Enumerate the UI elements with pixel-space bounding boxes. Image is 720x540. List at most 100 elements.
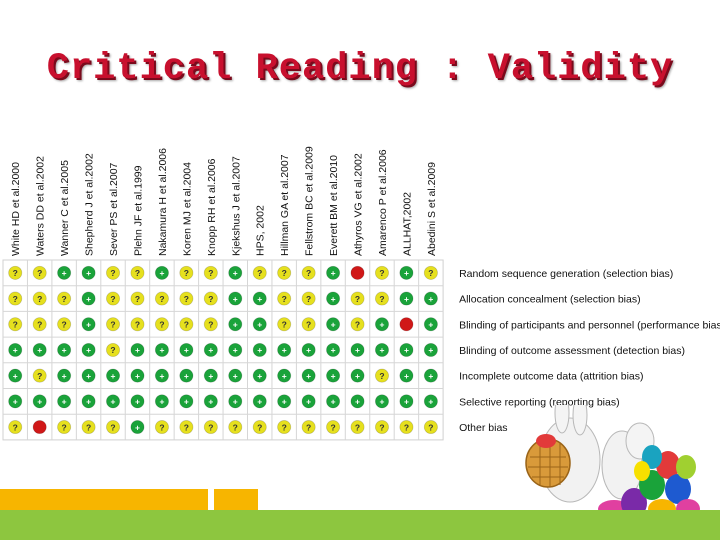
rating-low: + [154, 394, 169, 409]
svg-text:+: + [428, 294, 433, 304]
rating-unclear: ? [277, 291, 292, 306]
svg-text:?: ? [428, 422, 433, 432]
rating-unclear: ? [203, 265, 218, 280]
svg-text:?: ? [135, 319, 140, 329]
svg-text:?: ? [37, 268, 42, 278]
svg-text:+: + [404, 294, 409, 304]
svg-text:+: + [306, 345, 311, 355]
svg-text:+: + [86, 397, 91, 407]
rating-low: + [179, 342, 194, 357]
rating-unclear: ? [154, 420, 169, 435]
svg-text:?: ? [37, 319, 42, 329]
rating-low: + [423, 368, 438, 383]
rating-low: + [154, 342, 169, 357]
rating-low: + [130, 394, 145, 409]
rating-low: + [374, 394, 389, 409]
svg-text:+: + [233, 319, 238, 329]
study-label: Waters DD et al.2002 [35, 156, 47, 256]
rating-unclear: ? [374, 291, 389, 306]
svg-text:?: ? [159, 319, 164, 329]
rating-unclear: ? [350, 420, 365, 435]
svg-text:+: + [233, 397, 238, 407]
rating-low: + [252, 317, 267, 332]
svg-text:+: + [184, 345, 189, 355]
svg-text:?: ? [159, 294, 164, 304]
rating-low: + [350, 342, 365, 357]
rating-unclear: ? [130, 265, 145, 280]
rating-unclear: ? [32, 368, 47, 383]
rating-unclear: ? [179, 420, 194, 435]
study-label: Knopp RH et al.2006 [206, 158, 218, 256]
rating-low: + [81, 317, 96, 332]
rating-low: + [252, 342, 267, 357]
rating-unclear: ? [203, 291, 218, 306]
rating-unclear: ? [8, 317, 23, 332]
svg-text:+: + [428, 319, 433, 329]
svg-text:?: ? [110, 268, 115, 278]
rating-unclear: ? [57, 317, 72, 332]
rating-unclear: ? [32, 265, 47, 280]
rating-unclear: ? [57, 291, 72, 306]
rating-low: + [130, 342, 145, 357]
rating-unclear: ? [179, 291, 194, 306]
svg-text:?: ? [13, 422, 18, 432]
svg-text:+: + [37, 397, 42, 407]
svg-text:?: ? [257, 422, 262, 432]
svg-text:?: ? [184, 422, 189, 432]
rating-low: + [423, 394, 438, 409]
svg-text:?: ? [86, 422, 91, 432]
rating-unclear: ? [106, 291, 121, 306]
rating-unclear: ? [301, 265, 316, 280]
rating-low: + [130, 420, 145, 435]
svg-text:+: + [331, 294, 336, 304]
rating-unclear: ? [130, 317, 145, 332]
svg-text:+: + [282, 345, 287, 355]
rating-low: + [57, 368, 72, 383]
svg-text:?: ? [13, 319, 18, 329]
svg-text:?: ? [330, 422, 335, 432]
rating-unclear: ? [374, 368, 389, 383]
rating-low: + [326, 368, 341, 383]
svg-text:+: + [135, 422, 140, 432]
svg-text:+: + [86, 371, 91, 381]
study-label: White HD et al.2000 [10, 162, 22, 256]
svg-text:?: ? [13, 268, 18, 278]
svg-text:?: ? [428, 268, 433, 278]
rating-unclear: ? [252, 420, 267, 435]
rating-low: + [228, 394, 243, 409]
svg-text:?: ? [184, 319, 189, 329]
svg-text:+: + [379, 345, 384, 355]
svg-text:?: ? [208, 268, 213, 278]
svg-text:+: + [306, 397, 311, 407]
rating-unclear: ? [350, 291, 365, 306]
svg-text:+: + [62, 397, 67, 407]
rating-unclear: ? [57, 420, 72, 435]
rating-high [399, 317, 414, 332]
svg-text:+: + [86, 345, 91, 355]
svg-text:?: ? [208, 422, 213, 432]
svg-text:+: + [257, 319, 262, 329]
svg-text:+: + [233, 345, 238, 355]
svg-text:?: ? [135, 294, 140, 304]
footer-bar-green [0, 510, 720, 540]
svg-text:?: ? [282, 294, 287, 304]
rating-low: + [57, 342, 72, 357]
svg-text:?: ? [110, 319, 115, 329]
rating-low: + [350, 368, 365, 383]
rating-unclear: ? [81, 420, 96, 435]
rating-low: + [8, 368, 23, 383]
svg-text:+: + [184, 371, 189, 381]
svg-text:+: + [86, 319, 91, 329]
rating-low: + [252, 394, 267, 409]
rating-unclear: ? [277, 317, 292, 332]
study-label: Wanner C et al.2005 [59, 160, 71, 256]
rating-low: + [203, 368, 218, 383]
svg-text:?: ? [282, 319, 287, 329]
rating-unclear: ? [350, 317, 365, 332]
domain-label: Incomplete outcome data (attrition bias) [459, 371, 643, 383]
study-label: Everett BM et al.2010 [328, 155, 340, 256]
risk-of-bias-grid: White HD et al.2000 Waters DD et al.2002 W… [2, 146, 720, 441]
svg-text:?: ? [62, 422, 67, 432]
svg-text:+: + [233, 371, 238, 381]
rating-unclear: ? [154, 317, 169, 332]
